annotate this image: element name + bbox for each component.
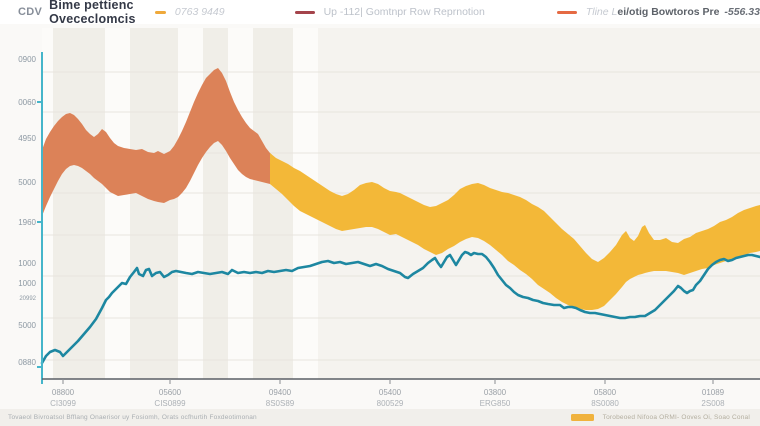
- x-axis-sublabel: 8S0080: [591, 399, 619, 408]
- y-axis-label: 1960: [18, 218, 36, 227]
- y-axis-label: 1000: [18, 279, 36, 288]
- x-axis-sublabel: 800529: [377, 399, 404, 408]
- chart-title: Bime pettienc Ovececlomcis: [49, 0, 136, 26]
- legend-label: ei/otig Bowtoros Pre: [617, 6, 720, 18]
- legend-dash-darkred-icon: [294, 10, 315, 14]
- x-axis-sublabel: CIS0899: [154, 399, 186, 408]
- x-axis-label: 08800: [52, 388, 75, 397]
- y-axis-label: 5000: [18, 178, 36, 187]
- legend-dash-orange-icon: [556, 10, 577, 14]
- ticker-label: CDV: [18, 6, 43, 18]
- legend-item-upper-series[interactable]: Up -112| Gomtnpr Row Reprnotion: [294, 6, 485, 18]
- background-stripe: [53, 28, 105, 379]
- terracotta-band-series: [42, 68, 272, 216]
- yellow-band-series: [270, 153, 760, 310]
- x-axis-label: 05800: [594, 388, 617, 397]
- x-axis-label: 05400: [379, 388, 402, 397]
- y-axis-label: 1000: [18, 259, 36, 268]
- x-axis-label: 09400: [269, 388, 292, 397]
- legend-value: -556.33: [724, 6, 760, 18]
- legend-dash-yellow-icon: [154, 10, 166, 14]
- x-axis-sublabel: CI3099: [50, 399, 76, 408]
- y-axis-label: 4950: [18, 134, 36, 143]
- y-axis-label: 5000: [18, 321, 36, 330]
- x-axis-sublabel: ERG850: [480, 399, 511, 408]
- footer-legend-item[interactable]: Torobeoed Nifooa ORMI- Ooves Oi, Soao Co…: [570, 414, 750, 421]
- x-axis-sublabel: 8S0S89: [266, 399, 295, 408]
- legend-item-band-forecast[interactable]: 0763 9449: [154, 6, 225, 18]
- footer-legend-label: Torobeoed Nifooa ORMI- Ooves Oi, Soao Co…: [602, 414, 750, 421]
- y-axis-label: 20992: [19, 296, 36, 302]
- legend-label-light: Tline L: [585, 6, 618, 18]
- y-axis-label: 0900: [18, 55, 36, 64]
- teal-line-series: [40, 250, 760, 365]
- chart-footer: Tovaeol Bivroatsol Bfflang Onaerisor uy …: [0, 409, 760, 426]
- x-axis-label: 05600: [159, 388, 182, 397]
- x-axis-label: 03800: [484, 388, 507, 397]
- legend-swatch-yellow-icon: [570, 414, 594, 421]
- background-stripe: [253, 28, 293, 379]
- source-footnote: Tovaeol Bivroatsol Bfflang Onaerisor uy …: [8, 414, 257, 421]
- legend-label: Up -112| Gomtnpr Row Reprnotion: [323, 6, 485, 18]
- legend-item-line-series[interactable]: Tline Lei/otig Bowtoros Pre -556.33: [556, 6, 760, 18]
- legend-label: 0763 9449: [174, 6, 225, 18]
- chart-header: CDV Bime pettienc Ovececlomcis 0763 9449…: [0, 0, 760, 26]
- x-axis-label: 01089: [702, 388, 725, 397]
- y-axis-label: 0060: [18, 98, 36, 107]
- y-axis-label: 0880: [18, 358, 36, 367]
- background-stripe: [130, 28, 178, 379]
- x-axis-sublabel: 2S008: [701, 399, 725, 408]
